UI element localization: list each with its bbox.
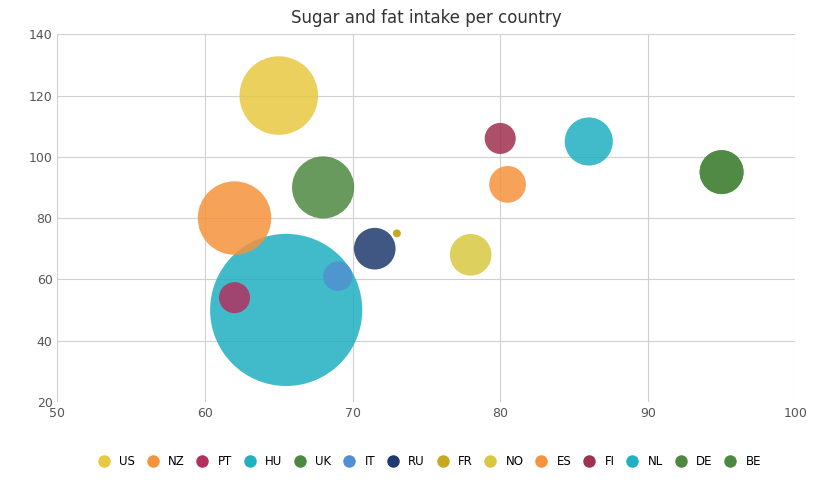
Point [464,251,477,259]
Point [368,245,381,253]
Point [316,183,329,191]
Point [390,229,403,237]
Legend: US, NZ, PT, HU, UK, IT, RU, FR, NO, ES, FI, NL, DE, BE: US, NZ, PT, HU, UK, IT, RU, FR, NO, ES, … [88,452,763,472]
Point [714,168,727,176]
Point [581,138,595,146]
Point [493,134,506,142]
Point [228,294,241,301]
Title: Sugar and fat intake per country: Sugar and fat intake per country [291,9,561,27]
Point [331,272,344,280]
Point [228,214,241,222]
Point [279,306,292,314]
Point [714,168,727,176]
Point [500,180,514,188]
Point [390,229,403,237]
Point [272,92,285,99]
